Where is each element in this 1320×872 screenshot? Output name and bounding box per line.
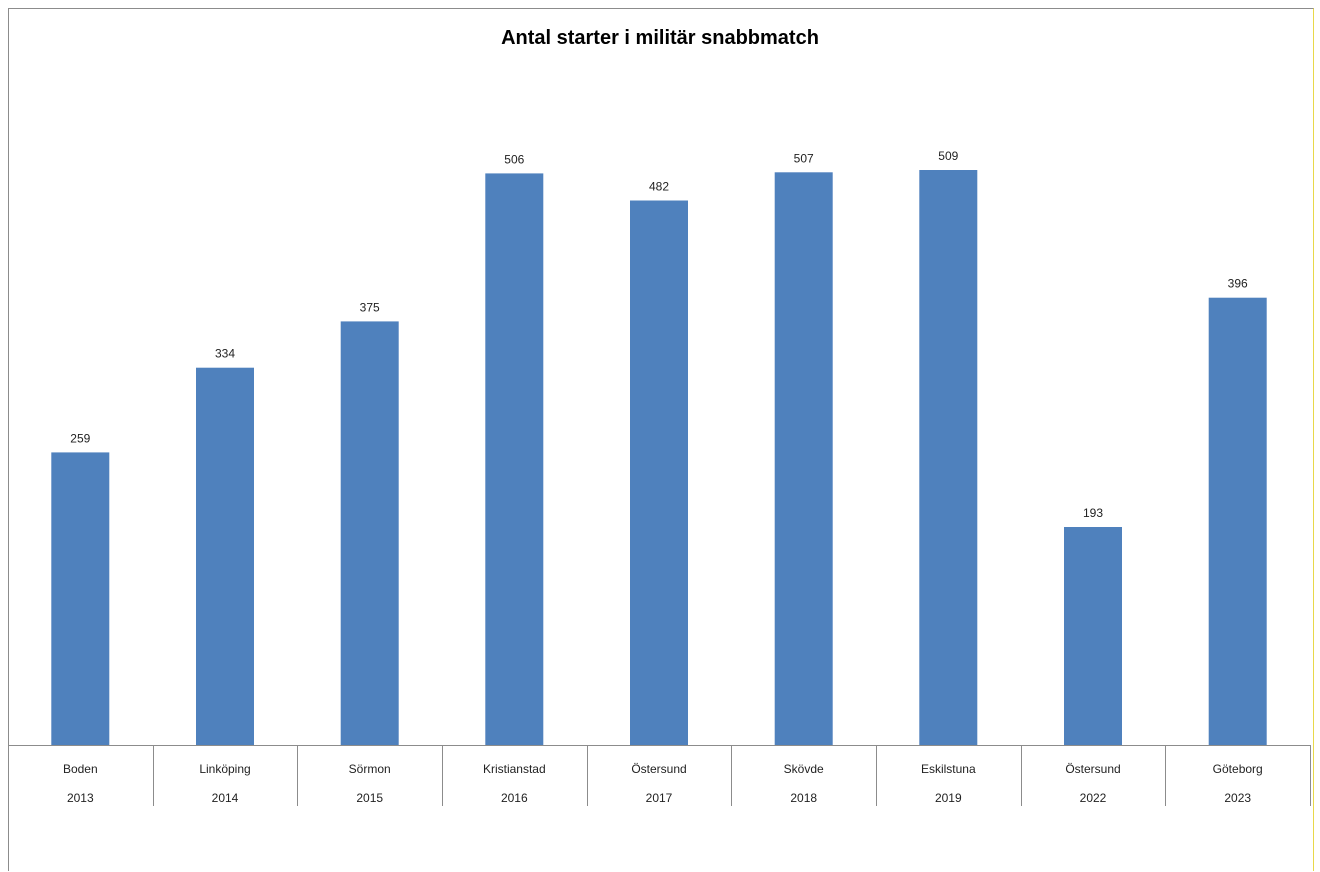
x-tick-year-label: 2022: [1080, 791, 1107, 805]
data-label: 375: [360, 300, 380, 314]
data-label: 193: [1083, 506, 1103, 520]
bar: [196, 367, 254, 745]
x-tick-year-label: 2014: [212, 791, 239, 805]
x-tick-year-label: 2018: [790, 791, 817, 805]
x-tick-label: Boden: [63, 762, 98, 776]
x-tick-label: Östersund: [1065, 762, 1120, 776]
bar: [1208, 297, 1267, 745]
data-label: 259: [70, 431, 90, 445]
data-label: 396: [1228, 277, 1248, 291]
x-tick-label: Skövde: [784, 762, 824, 776]
bar: [919, 170, 978, 745]
data-label: 507: [794, 151, 814, 165]
x-tick-year-label: 2023: [1224, 791, 1251, 805]
x-tick-label: Östersund: [631, 762, 686, 776]
bar: [485, 173, 544, 745]
data-label: 334: [215, 347, 235, 361]
x-tick-label: Sörmon: [349, 762, 391, 776]
x-tick-label: Linköping: [199, 762, 250, 776]
bar: [774, 172, 833, 746]
x-tick-label: Eskilstuna: [921, 762, 976, 776]
x-tick-label: Kristianstad: [483, 762, 546, 776]
x-tick-year-label: 2013: [67, 791, 94, 805]
data-label: 509: [938, 149, 958, 163]
bar: [340, 321, 399, 745]
data-label: 482: [649, 180, 669, 194]
x-tick-year-label: 2016: [501, 791, 528, 805]
bar: [1064, 527, 1122, 745]
bar: [51, 452, 110, 745]
x-tick-year-label: 2019: [935, 791, 962, 805]
data-label: 506: [504, 152, 524, 166]
chart-title: Antal starter i militär snabbmatch: [501, 27, 819, 49]
x-tick-year-label: 2015: [356, 791, 383, 805]
x-tick-label: Göteborg: [1213, 762, 1263, 776]
bar: [630, 200, 688, 745]
x-tick-year-label: 2017: [646, 791, 673, 805]
